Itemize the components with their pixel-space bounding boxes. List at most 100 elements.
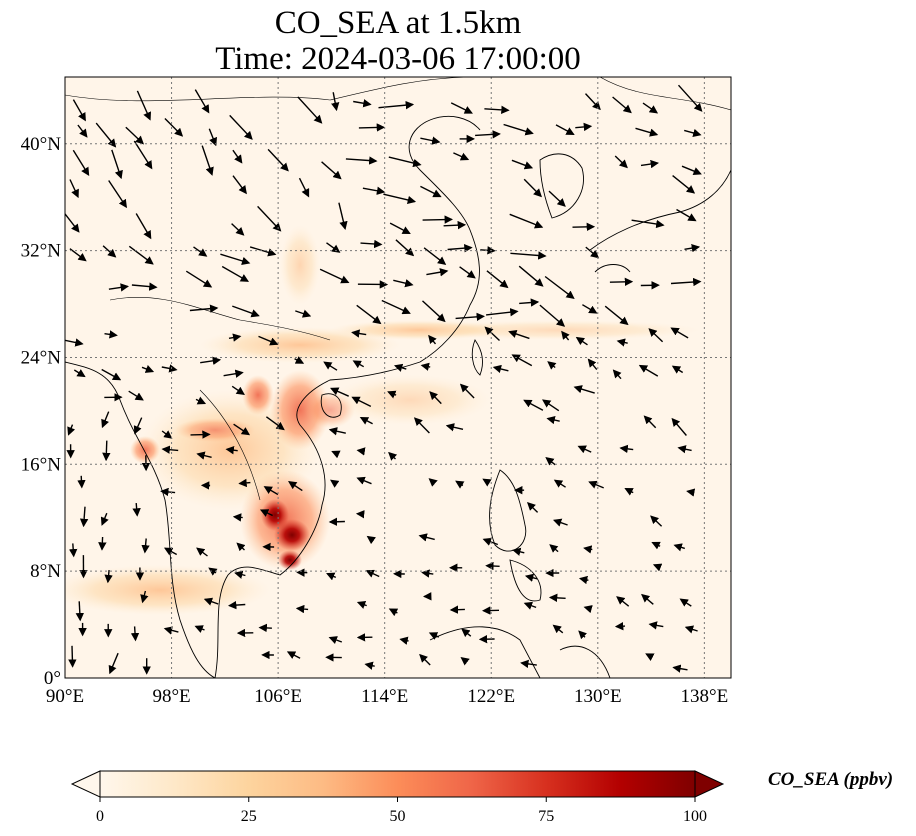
wind-arrow (72, 99, 86, 122)
wind-arrow (135, 213, 152, 240)
wind-arrow (585, 246, 600, 259)
wind-arrow (635, 127, 659, 137)
wind-arrow (548, 190, 566, 207)
wind-arrow (263, 486, 279, 496)
wind-arrow (420, 136, 441, 145)
lat-tick-label: 24°N (21, 347, 62, 368)
co-concentration-field (65, 225, 700, 615)
colorbar-tick-label: 100 (683, 808, 707, 825)
wind-arrow (584, 93, 601, 111)
wind-arrow (542, 399, 560, 412)
wind-arrow (161, 364, 178, 373)
wind-arrow (362, 186, 386, 195)
wind-arrow (508, 329, 530, 340)
wind-arrow (679, 598, 692, 607)
wind-arrow (258, 623, 272, 633)
wind-arrow (609, 277, 634, 287)
wind-arrow (484, 105, 510, 115)
wind-arrow (420, 185, 442, 198)
wind-arrow (575, 336, 588, 346)
wind-arrow (69, 179, 79, 199)
wind-arrow (102, 245, 117, 258)
wind-arrow (328, 427, 346, 436)
wind-arrow (234, 570, 246, 579)
wind-arrow (108, 283, 129, 292)
wind-arrow (326, 242, 341, 253)
wind-arrow (645, 653, 655, 661)
wind-arrow (485, 561, 500, 571)
wind-arrow (233, 423, 251, 436)
wind-arrow (319, 268, 350, 284)
wind-arrow (366, 535, 376, 545)
wind-arrow (638, 364, 659, 377)
wind-arrow (443, 220, 467, 230)
colorbar-tick-label: 50 (390, 808, 406, 825)
map-frame (64, 76, 732, 679)
wind-arrow (141, 538, 150, 554)
wind-arrow (503, 123, 534, 136)
wind-arrow (232, 305, 260, 318)
wind-arrow (453, 152, 470, 161)
wind-arrow (388, 608, 399, 617)
wind-arrow (331, 92, 340, 112)
wind-arrow (548, 593, 566, 603)
wind-arrow (352, 360, 365, 369)
lon-tick-label: 90°E (46, 686, 84, 707)
wind-arrow (353, 99, 372, 108)
wind-arrow (511, 354, 533, 367)
wind-arrow (79, 506, 89, 528)
wind-arrow (196, 451, 212, 460)
wind-arrow (418, 533, 435, 542)
wind-arrow (422, 300, 446, 323)
wind-arrow (614, 622, 626, 631)
wind-arrow (356, 476, 372, 485)
borneo-north-coast (429, 626, 541, 678)
wind-arrow (238, 478, 251, 488)
wind-arrow (231, 223, 245, 236)
wind-arrow (351, 396, 372, 408)
wind-arrow (133, 140, 153, 170)
wind-arrow (163, 547, 178, 556)
wind-arrow (643, 415, 657, 429)
wind-arrow (77, 475, 86, 489)
wind-arrow (419, 653, 431, 666)
russia-coast (599, 77, 731, 111)
latitude-ticks: 0° 8°N 16°N 24°N 32°N 40°N (21, 134, 62, 689)
wind-arrow (356, 304, 382, 325)
wind-arrow (578, 630, 588, 640)
wind-arrow (459, 266, 476, 279)
wind-arrow (77, 124, 88, 138)
wind-arrow (72, 149, 90, 176)
wind-arrow (140, 590, 149, 604)
wind-arrow (523, 399, 544, 411)
wind-arrow (200, 356, 222, 365)
map-title: CO_SEA at 1.5km (274, 5, 522, 41)
wind-arrow (650, 515, 663, 527)
lon-tick-label: 98°E (152, 686, 190, 707)
wind-arrow (480, 246, 496, 255)
wind-arrow (388, 156, 422, 168)
wind-arrow (108, 652, 119, 675)
myanmar-coast (65, 361, 216, 678)
wind-arrow (321, 161, 342, 180)
wind-arrow (297, 96, 323, 124)
wind-arrow (128, 245, 154, 265)
wind-arrow (681, 165, 702, 176)
wind-arrow (351, 329, 367, 338)
wind-arrow (583, 545, 593, 554)
wind-arrow (195, 396, 207, 405)
wind-arrow (338, 202, 348, 230)
wind-arrow (383, 193, 417, 205)
wind-arrow (561, 330, 570, 341)
wind-arrow (232, 513, 243, 522)
wind-arrow (326, 572, 337, 581)
wind-arrow (577, 445, 592, 454)
korea-peninsula (539, 153, 584, 219)
wind-arrow (203, 597, 219, 606)
wind-arrow (672, 664, 688, 673)
wind-arrow (220, 253, 251, 265)
wind-arrow (519, 298, 540, 307)
wind-arrow (460, 657, 470, 666)
wind-arrow (161, 430, 173, 439)
